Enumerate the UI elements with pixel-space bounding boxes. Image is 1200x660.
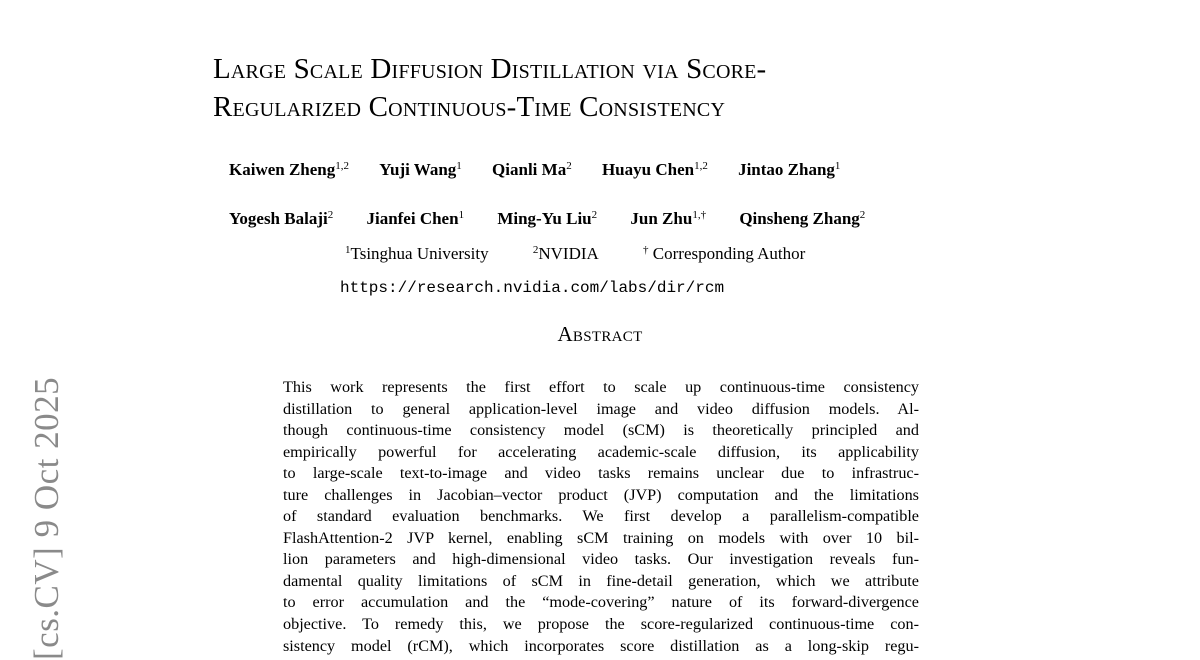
- affiliation: † Corresponding Author: [643, 244, 825, 263]
- affiliation-name: Corresponding Author: [648, 244, 806, 263]
- author: Jintao Zhang1: [738, 160, 840, 180]
- author-name: Yuji Wang: [379, 160, 457, 179]
- affiliation-name: NVIDIA: [538, 244, 599, 263]
- author-name: Jintao Zhang: [738, 160, 835, 179]
- author: Yogesh Balaji2: [229, 209, 333, 229]
- project-url-link[interactable]: https://research.nvidia.com/labs/dir/rcm: [340, 279, 725, 297]
- abstract-line: sistency model (rCM), which incorporates…: [283, 636, 919, 655]
- affiliation-name: Tsinghua University: [350, 244, 489, 263]
- arxiv-sidebar-stamp: [cs.CV] 9 Oct 2025: [27, 340, 77, 660]
- author-name: Qianli Ma: [492, 160, 567, 179]
- abstract-line: objective. To remedy this, we propose th…: [283, 615, 919, 634]
- author: Qianli Ma2: [492, 160, 572, 180]
- abstract-line: though continuous-time consistency model…: [283, 421, 919, 440]
- paper-title: Large Scale Diffusion Distillation via S…: [213, 50, 1033, 126]
- abstract-line: FlashAttention-2 JVP kernel, enabling sC…: [283, 528, 919, 547]
- abstract-line: empirically powerful for accelerating ac…: [283, 442, 919, 461]
- author: Jun Zhu1,†: [630, 209, 706, 229]
- abstract-line: of standard evaluation benchmarks. We fi…: [283, 507, 919, 526]
- author-name: Kaiwen Zheng: [229, 160, 336, 179]
- author-affil-mark: 1,2: [335, 160, 350, 172]
- author-affil-mark: 1,†: [692, 209, 707, 221]
- author-affil-mark: 2: [591, 209, 598, 221]
- author-affil-mark: 2: [859, 209, 866, 221]
- affiliation-mark: 2: [532, 244, 539, 256]
- author: Ming-Yu Liu2: [497, 209, 597, 229]
- abstract-line: to large-scale text-to-image and video t…: [283, 464, 919, 483]
- author: Qinsheng Zhang2: [739, 209, 865, 229]
- author: Kaiwen Zheng1,2: [229, 160, 349, 180]
- author-name: Huayu Chen: [601, 160, 695, 179]
- title-line: Large Scale Diffusion Distillation via S…: [213, 53, 767, 85]
- authors-row-1: Kaiwen Zheng1,2 Yuji Wang1 Qianli Ma2 Hu…: [229, 160, 866, 180]
- author-affil-mark: 1: [456, 160, 462, 172]
- author-name: Jianfei Chen: [366, 209, 459, 228]
- abstract-line: lion parameters and high-dimensional vid…: [283, 550, 919, 569]
- abstract-line: to error accumulation and the “mode-cove…: [283, 593, 919, 612]
- author-affil-mark: 1: [834, 160, 841, 172]
- author-name: Ming-Yu Liu: [497, 209, 592, 228]
- title-line: Regularized Continuous-Time Consistency: [213, 91, 726, 123]
- affiliation-mark: 1: [345, 244, 351, 256]
- abstract-heading: Abstract: [557, 322, 643, 346]
- abstract-line: This work represents the first effort to…: [283, 378, 919, 396]
- abstract-line: distillation to general application-leve…: [283, 399, 919, 418]
- author-affil-mark: 2: [327, 209, 334, 221]
- author-name: Jun Zhu: [630, 209, 693, 228]
- affiliation-mark: †: [643, 244, 649, 256]
- author: Jianfei Chen1: [366, 209, 464, 229]
- affiliation: 2NVIDIA: [533, 244, 619, 263]
- authors-row-2: Yogesh Balaji2 Jianfei Chen1 Ming-Yu Liu…: [229, 209, 894, 229]
- author: Yuji Wang1: [379, 160, 462, 180]
- abstract-line: ture challenges in Jacobian–vector produ…: [283, 485, 919, 504]
- affiliations: 1Tsinghua University 2NVIDIA † Correspon…: [345, 244, 845, 264]
- author-affil-mark: 2: [566, 160, 572, 172]
- affiliation: 1Tsinghua University: [345, 244, 509, 263]
- abstract-line: damental quality limitations of sCM in f…: [283, 571, 919, 590]
- arxiv-stamp-text: [cs.CV] 9 Oct 2025: [27, 376, 66, 660]
- abstract-body: This work represents the first effort to…: [283, 377, 919, 657]
- author-affil-mark: 1,2: [694, 160, 708, 172]
- author-name: Yogesh Balaji: [229, 209, 328, 228]
- author-affil-mark: 1: [458, 209, 465, 221]
- author-name: Qinsheng Zhang: [739, 209, 860, 228]
- author: Huayu Chen1,2: [602, 160, 708, 180]
